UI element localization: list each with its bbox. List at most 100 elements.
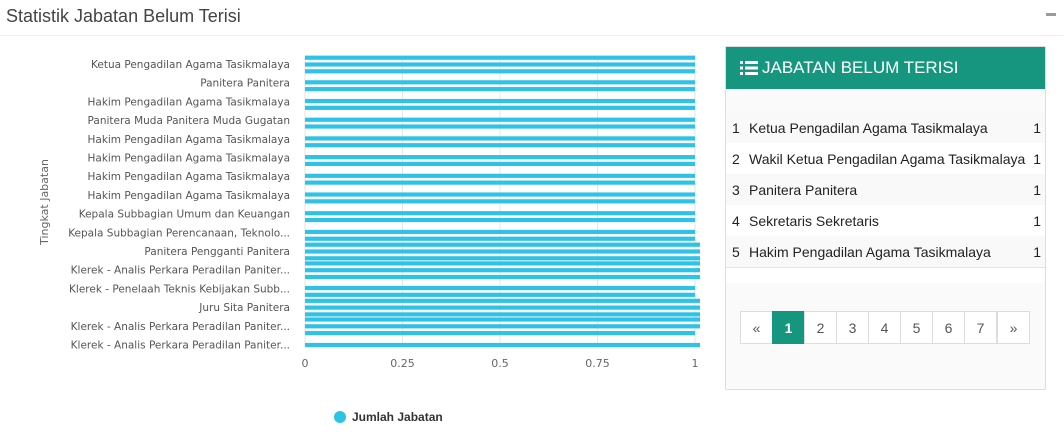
bar [305, 249, 700, 254]
list-item-count: 1 [1033, 150, 1041, 167]
bar [305, 80, 695, 85]
panel-header: JABATAN BELUM TERISI [726, 47, 1045, 89]
bar [305, 117, 695, 122]
pagination-prev-button[interactable]: « [740, 311, 773, 344]
list-item-count: 1 [1033, 212, 1041, 229]
bar [305, 55, 695, 60]
positions-list: 1 Ketua Pengadilan Agama Tasikmalaya 1 2 Wak… [726, 112, 1045, 283]
bar [305, 324, 700, 329]
bar [305, 274, 700, 280]
bar [305, 136, 695, 141]
x-tick-label: 0 [302, 357, 309, 370]
bar-chart: 00.250.50.7511.251.51.752Tingkat Jabatan… [38, 55, 700, 370]
y-tick-label: Juru Sita Panitera [198, 302, 290, 314]
unfilled-positions-panel: JABATAN BELUM TERISI 1 Ketua Pengadilan A… [725, 46, 1046, 390]
list-item-name: Sekretaris Sekretaris [749, 212, 879, 229]
bar [305, 105, 695, 110]
bar [305, 292, 695, 297]
bar [305, 199, 695, 204]
bar [305, 268, 700, 273]
y-tick-label: Hakim Pengadilan Agama Tasikmalaya [87, 134, 290, 146]
bar [305, 317, 700, 322]
list-item-no: 3 [732, 181, 740, 198]
widget-title: Statistik Jabatan Belum Terisi [6, 6, 241, 26]
x-tick-label: 0.5 [491, 357, 509, 370]
bar [305, 242, 700, 247]
list-item: 2 Wakil Ketua Pengadilan Agama Tasikmalay… [726, 143, 1045, 174]
bar [305, 312, 700, 317]
y-tick-label: Hakim Pengadilan Agama Tasikmalaya [87, 153, 290, 165]
y-tick-label: Hakim Pengadilan Agama Tasikmalaya [87, 190, 290, 202]
list-item-no: 1 [732, 119, 740, 136]
bar [305, 155, 695, 160]
y-tick-label: Kepala Subbagian Perencanaan, Teknolo... [68, 227, 290, 239]
bar [305, 285, 695, 291]
y-tick-label: Klerek - Penelaah Teknis Kebijakan Subb.… [69, 283, 290, 295]
bar [305, 180, 695, 185]
x-tick-label: 1 [692, 357, 699, 370]
bar [305, 256, 700, 261]
pagination-page-6[interactable]: 6 [932, 311, 965, 344]
list-item: 5 Hakim Pengadilan Agama Tasikmalaya 1 [726, 236, 1045, 267]
y-tick-label: Ketua Pengadilan Agama Tasikmalaya [91, 59, 290, 71]
y-tick-label: Panitera Panitera [200, 78, 290, 90]
y-tick-label: Kepala Subbagian Umum dan Keuangan [79, 209, 290, 221]
list-item: 4 Sekretaris Sekretaris 1 [726, 205, 1045, 236]
list-item-no: 4 [732, 212, 740, 229]
bar [305, 143, 695, 148]
bar [305, 211, 695, 216]
y-tick-label: Panitera Pengganti Panitera [144, 246, 290, 258]
y-tick-label: Klerek - Analis Perkara Peradilan Panite… [71, 340, 290, 352]
pagination-next-button[interactable]: » [997, 311, 1030, 344]
legend-label: Jumlah Jabatan [352, 410, 443, 424]
bar [305, 342, 700, 348]
y-tick-label: Panitera Muda Panitera Muda Gugatan [88, 115, 290, 127]
list-item-name: Wakil Ketua Pengadilan Agama Tasikmalaya [749, 150, 1026, 167]
bar [305, 161, 695, 167]
y-tick-label: Hakim Pengadilan Agama Tasikmalaya [87, 171, 290, 183]
list-icon [740, 61, 758, 75]
bar [305, 87, 695, 92]
list-item-count: 1 [1033, 119, 1041, 136]
list-footer [726, 267, 1045, 283]
widget-header: Statistik Jabatan Belum Terisi [0, 0, 1064, 36]
bar [305, 261, 700, 266]
minus-icon[interactable] [1046, 13, 1056, 16]
pagination-page-3[interactable]: 3 [836, 311, 869, 344]
pagination-page-1[interactable]: 1 [772, 311, 805, 344]
list-item-name: Ketua Pengadilan Agama Tasikmalaya [749, 119, 988, 136]
y-tick-label: Klerek - Analis Perkara Peradilan Panite… [71, 321, 290, 333]
bar [305, 331, 695, 336]
bar [305, 173, 695, 178]
bar [305, 217, 695, 223]
bar [305, 229, 695, 235]
list-item-count: 1 [1033, 181, 1041, 198]
legend-marker [334, 411, 346, 423]
panel-title: JABATAN BELUM TERISI [762, 58, 959, 77]
chart-legend[interactable]: Jumlah Jabatan [334, 409, 443, 425]
list-item: 1 Ketua Pengadilan Agama Tasikmalaya 1 [726, 112, 1045, 143]
x-tick-label: 0.75 [585, 357, 610, 370]
bar [305, 62, 695, 67]
pagination-page-7[interactable]: 7 [964, 311, 997, 344]
list-item-no: 5 [732, 243, 740, 260]
list-item-name: Hakim Pengadilan Agama Tasikmalaya [749, 243, 991, 260]
y-tick-label: Hakim Pengadilan Agama Tasikmalaya [87, 96, 290, 108]
bar [305, 124, 695, 129]
x-tick-label: 0.25 [390, 357, 415, 370]
pagination: «1 2 3 4 5 6 7» [740, 311, 1030, 344]
list-item-no: 2 [732, 150, 740, 167]
y-tick-label: Klerek - Analis Perkara Peradilan Panite… [71, 265, 290, 277]
bar [305, 192, 695, 197]
bar [305, 98, 695, 104]
pagination-page-2[interactable]: 2 [804, 311, 837, 344]
pagination-page-4[interactable]: 4 [868, 311, 901, 344]
y-axis-label: Tingkat Jabatan [38, 159, 51, 246]
bar [305, 236, 695, 241]
list-item: 3 Panitera Panitera 1 [726, 174, 1045, 205]
list-item-name: Panitera Panitera [749, 181, 858, 198]
list-item-count: 1 [1033, 243, 1041, 260]
bar [305, 298, 700, 303]
pagination-page-5[interactable]: 5 [900, 311, 933, 344]
bar [305, 305, 700, 310]
